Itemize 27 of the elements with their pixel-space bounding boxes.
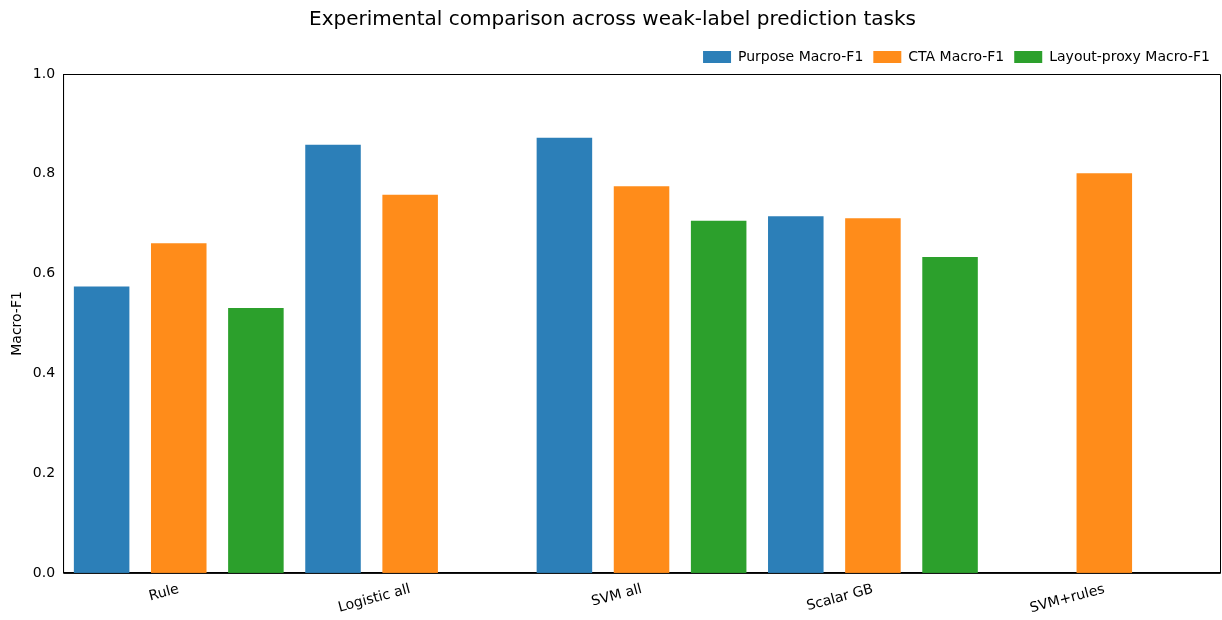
bar — [922, 257, 978, 573]
y-tick-label: 0.2 — [32, 463, 56, 480]
bar — [536, 137, 593, 573]
x-tick-label: Rule — [146, 579, 181, 604]
bar — [613, 186, 670, 573]
y-tick-label: 0.8 — [32, 164, 56, 181]
chart-title: Experimental comparison across weak-label prediction tasks — [309, 6, 916, 31]
y-tick-label: 0.6 — [32, 264, 56, 281]
y-tick-label: 1.0 — [32, 64, 56, 81]
bar — [228, 307, 284, 573]
y-tick-label: 0.0 — [32, 563, 56, 580]
bar — [305, 144, 361, 573]
legend-label: Purpose Macro-F1 — [738, 47, 864, 64]
bar — [150, 243, 207, 573]
y-tick-label: 0.4 — [32, 363, 56, 380]
bar — [73, 286, 130, 573]
bar — [845, 218, 901, 573]
bar — [382, 194, 438, 573]
bar — [1076, 173, 1133, 573]
legend-label: CTA Macro-F1 — [908, 47, 1005, 64]
x-tick-label: SVM all — [589, 579, 644, 609]
legend-label: Layout-proxy Macro-F1 — [1049, 47, 1211, 64]
y-axis-title: Macro-F1 — [8, 291, 25, 356]
x-tick-label: Scalar GB — [804, 579, 875, 614]
bar — [690, 220, 747, 573]
x-tick-label: Logistic all — [336, 579, 412, 615]
bar — [768, 216, 824, 573]
